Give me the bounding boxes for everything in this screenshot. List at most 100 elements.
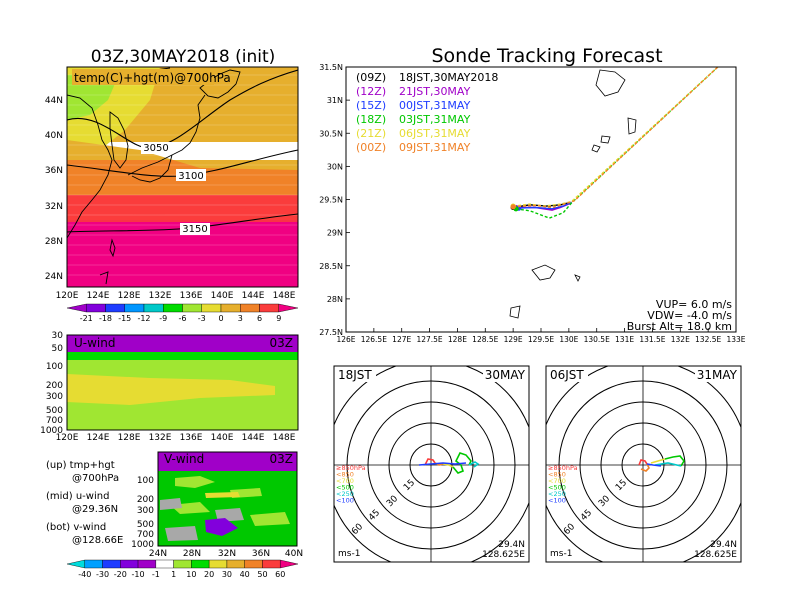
uwind-p-labels: 30 50 100 200 300 500 700 1000	[40, 331, 63, 436]
hodograph-level-label: <500	[336, 484, 354, 492]
track-series-line	[518, 201, 572, 210]
vwind-lat-label: 40N	[285, 549, 303, 559]
legend-label-09z: 18JST,30MAY2018	[399, 71, 498, 84]
wind-colorbar-label: 1	[171, 570, 176, 579]
legend-time-21z: (21Z)	[356, 127, 386, 140]
temp-colorbar-swatch	[182, 303, 202, 313]
wind-colorbar-label: -10	[132, 570, 145, 579]
side-legend-line: (up) tmp+hgt	[46, 460, 115, 471]
vwind-top-band	[158, 452, 297, 471]
vwind-lat-label: 36N	[252, 549, 270, 559]
side-legend-line: @700hPa	[72, 473, 119, 484]
right-title: Sonde Tracking Forecast	[431, 45, 662, 67]
map-lat-label: 28N	[45, 237, 63, 247]
temp-colorbar: -21 -18 -15 -12 -9 -6 -3 0 3 6 9	[66, 303, 299, 323]
map-band-south-edge	[67, 205, 298, 222]
hodograph-time-label: 18JST	[338, 368, 372, 382]
vwind-label: V-wind	[164, 452, 204, 466]
hodograph-left: 18JST 30MAY15304560≥850hPa<850<700<500<25…	[333, 365, 530, 563]
track-islands	[509, 69, 637, 319]
vwind-frame	[157, 451, 298, 547]
wind-colorbar-swatch	[208, 559, 228, 569]
map-lon-label: 136E	[180, 291, 203, 301]
hodograph-level-label: <100	[336, 497, 354, 505]
vwind-panel: V-wind 03Z 100 200 300 500 700 1000 24N …	[131, 451, 303, 559]
wind-colorbar-label: -40	[78, 570, 91, 579]
temp-colorbar-label: -15	[118, 314, 131, 323]
temp-colorbar-label: -3	[198, 314, 206, 323]
track-lon-label: 128E	[448, 335, 467, 344]
vwind-light-patches	[170, 476, 290, 526]
legend-time-15z: (15Z)	[356, 99, 386, 112]
vwind-gray-patches	[160, 498, 244, 541]
uwind-yellow-core	[67, 374, 275, 405]
track-lon-label: 132E	[671, 335, 690, 344]
map-lon-label: 124E	[87, 291, 110, 301]
wind-colorbar-swatch	[66, 559, 85, 569]
wind-colorbar-swatch	[226, 559, 245, 569]
legend-label-18z: 03JST,31MAY	[399, 113, 471, 126]
track-lat-label: 28N	[327, 295, 343, 304]
uwind-label: U-wind	[74, 336, 115, 350]
vdw-text: VDW= -4.0 m/s	[647, 309, 732, 322]
temp-colorbar-label: -6	[179, 314, 187, 323]
temp-colorbar-swatch	[124, 303, 145, 313]
map-coastlines	[67, 67, 241, 285]
track-info: VUP= 6.0 m/s VDW= -4.0 m/s Burst Alt= 18…	[627, 298, 733, 333]
hodograph-lat: 29.4N	[498, 540, 525, 550]
track-lon-label: 130.5E	[584, 335, 610, 344]
hodograph-level-label: <700	[548, 477, 566, 485]
temp-colorbar-swatch	[66, 303, 87, 313]
uwind-top-band	[67, 335, 298, 352]
wind-colorbar-label: 60	[275, 570, 285, 579]
map-label: temp(C)+hgt(m)@700hPa	[74, 71, 231, 85]
track-lat-label: 30.5N	[319, 129, 343, 138]
track-panel: (09Z) 18JST,30MAY2018 (12Z) 21JST,30MAY …	[319, 63, 746, 344]
legend-time-00z: (00Z)	[356, 141, 386, 154]
uwind-frame	[66, 334, 299, 431]
track-axis-labels: 31.5N31N30.5N30N29.5N29N28.5N28N27.5N126…	[319, 63, 746, 344]
temp-colorbar-swatch	[278, 303, 299, 313]
vwind-time: 03Z	[270, 452, 294, 466]
map-lon-label: 132E	[149, 291, 172, 301]
temp-colorbar-swatch	[143, 303, 164, 313]
map-lon-label: 120E	[56, 291, 79, 301]
hodograph-frame	[333, 365, 530, 563]
hodograph-level-label: <850	[548, 471, 566, 479]
side-legend-line: @128.66E	[72, 535, 123, 546]
legend-time-09z: (09Z)	[356, 71, 386, 84]
wind-colorbar-label: 30	[222, 570, 232, 579]
hodograph-level-label: ≥850hPa	[548, 464, 578, 472]
track-lat-label: 29N	[327, 229, 343, 238]
hodograph-trace	[654, 462, 682, 467]
hodograph-level-label: <500	[548, 484, 566, 492]
legend-time-18z: (18Z)	[356, 113, 386, 126]
contour-label-3100: 3100	[178, 171, 203, 182]
track-lat-label: 31.5N	[319, 63, 343, 72]
hodograph-trace	[650, 458, 666, 464]
vwind-lat-label: 28N	[183, 549, 201, 559]
map-label-box	[72, 69, 214, 85]
vwind-lat-labels: 24N 28N 32N 36N 40N	[149, 549, 303, 559]
legend-time-12z: (12Z)	[356, 85, 386, 98]
temp-colorbar-label: 6	[257, 314, 262, 323]
hodograph-lat: 29.4N	[710, 540, 737, 550]
wind-colorbar-label: -30	[96, 570, 109, 579]
side-legend-line: (mid) u-wind	[46, 491, 109, 502]
uwind-panel: U-wind 03Z 30 50 100 200 300 500 700 100…	[40, 331, 299, 443]
map-lat-label: 36N	[45, 166, 63, 176]
track-lat-label: 31N	[327, 96, 343, 105]
wind-colorbar-swatch	[137, 559, 157, 569]
track-lon-label: 132.5E	[695, 335, 721, 344]
uwind-lon-label: 120E	[56, 433, 79, 443]
hodograph-trace	[424, 458, 436, 466]
track-legend: (09Z) 18JST,30MAY2018 (12Z) 21JST,30MAY …	[356, 71, 498, 154]
vwind-p-label: 300	[137, 506, 154, 516]
vup-text: VUP= 6.0 m/s	[656, 298, 732, 311]
legend-label-00z: 09JST,31MAY	[399, 141, 471, 154]
hodograph-trace	[442, 463, 454, 468]
temp-colorbar-label: -12	[137, 314, 150, 323]
map-lat-label: 40N	[45, 131, 63, 141]
temp-colorbar-label: -9	[159, 314, 167, 323]
hodograph-label-bg	[695, 368, 739, 382]
